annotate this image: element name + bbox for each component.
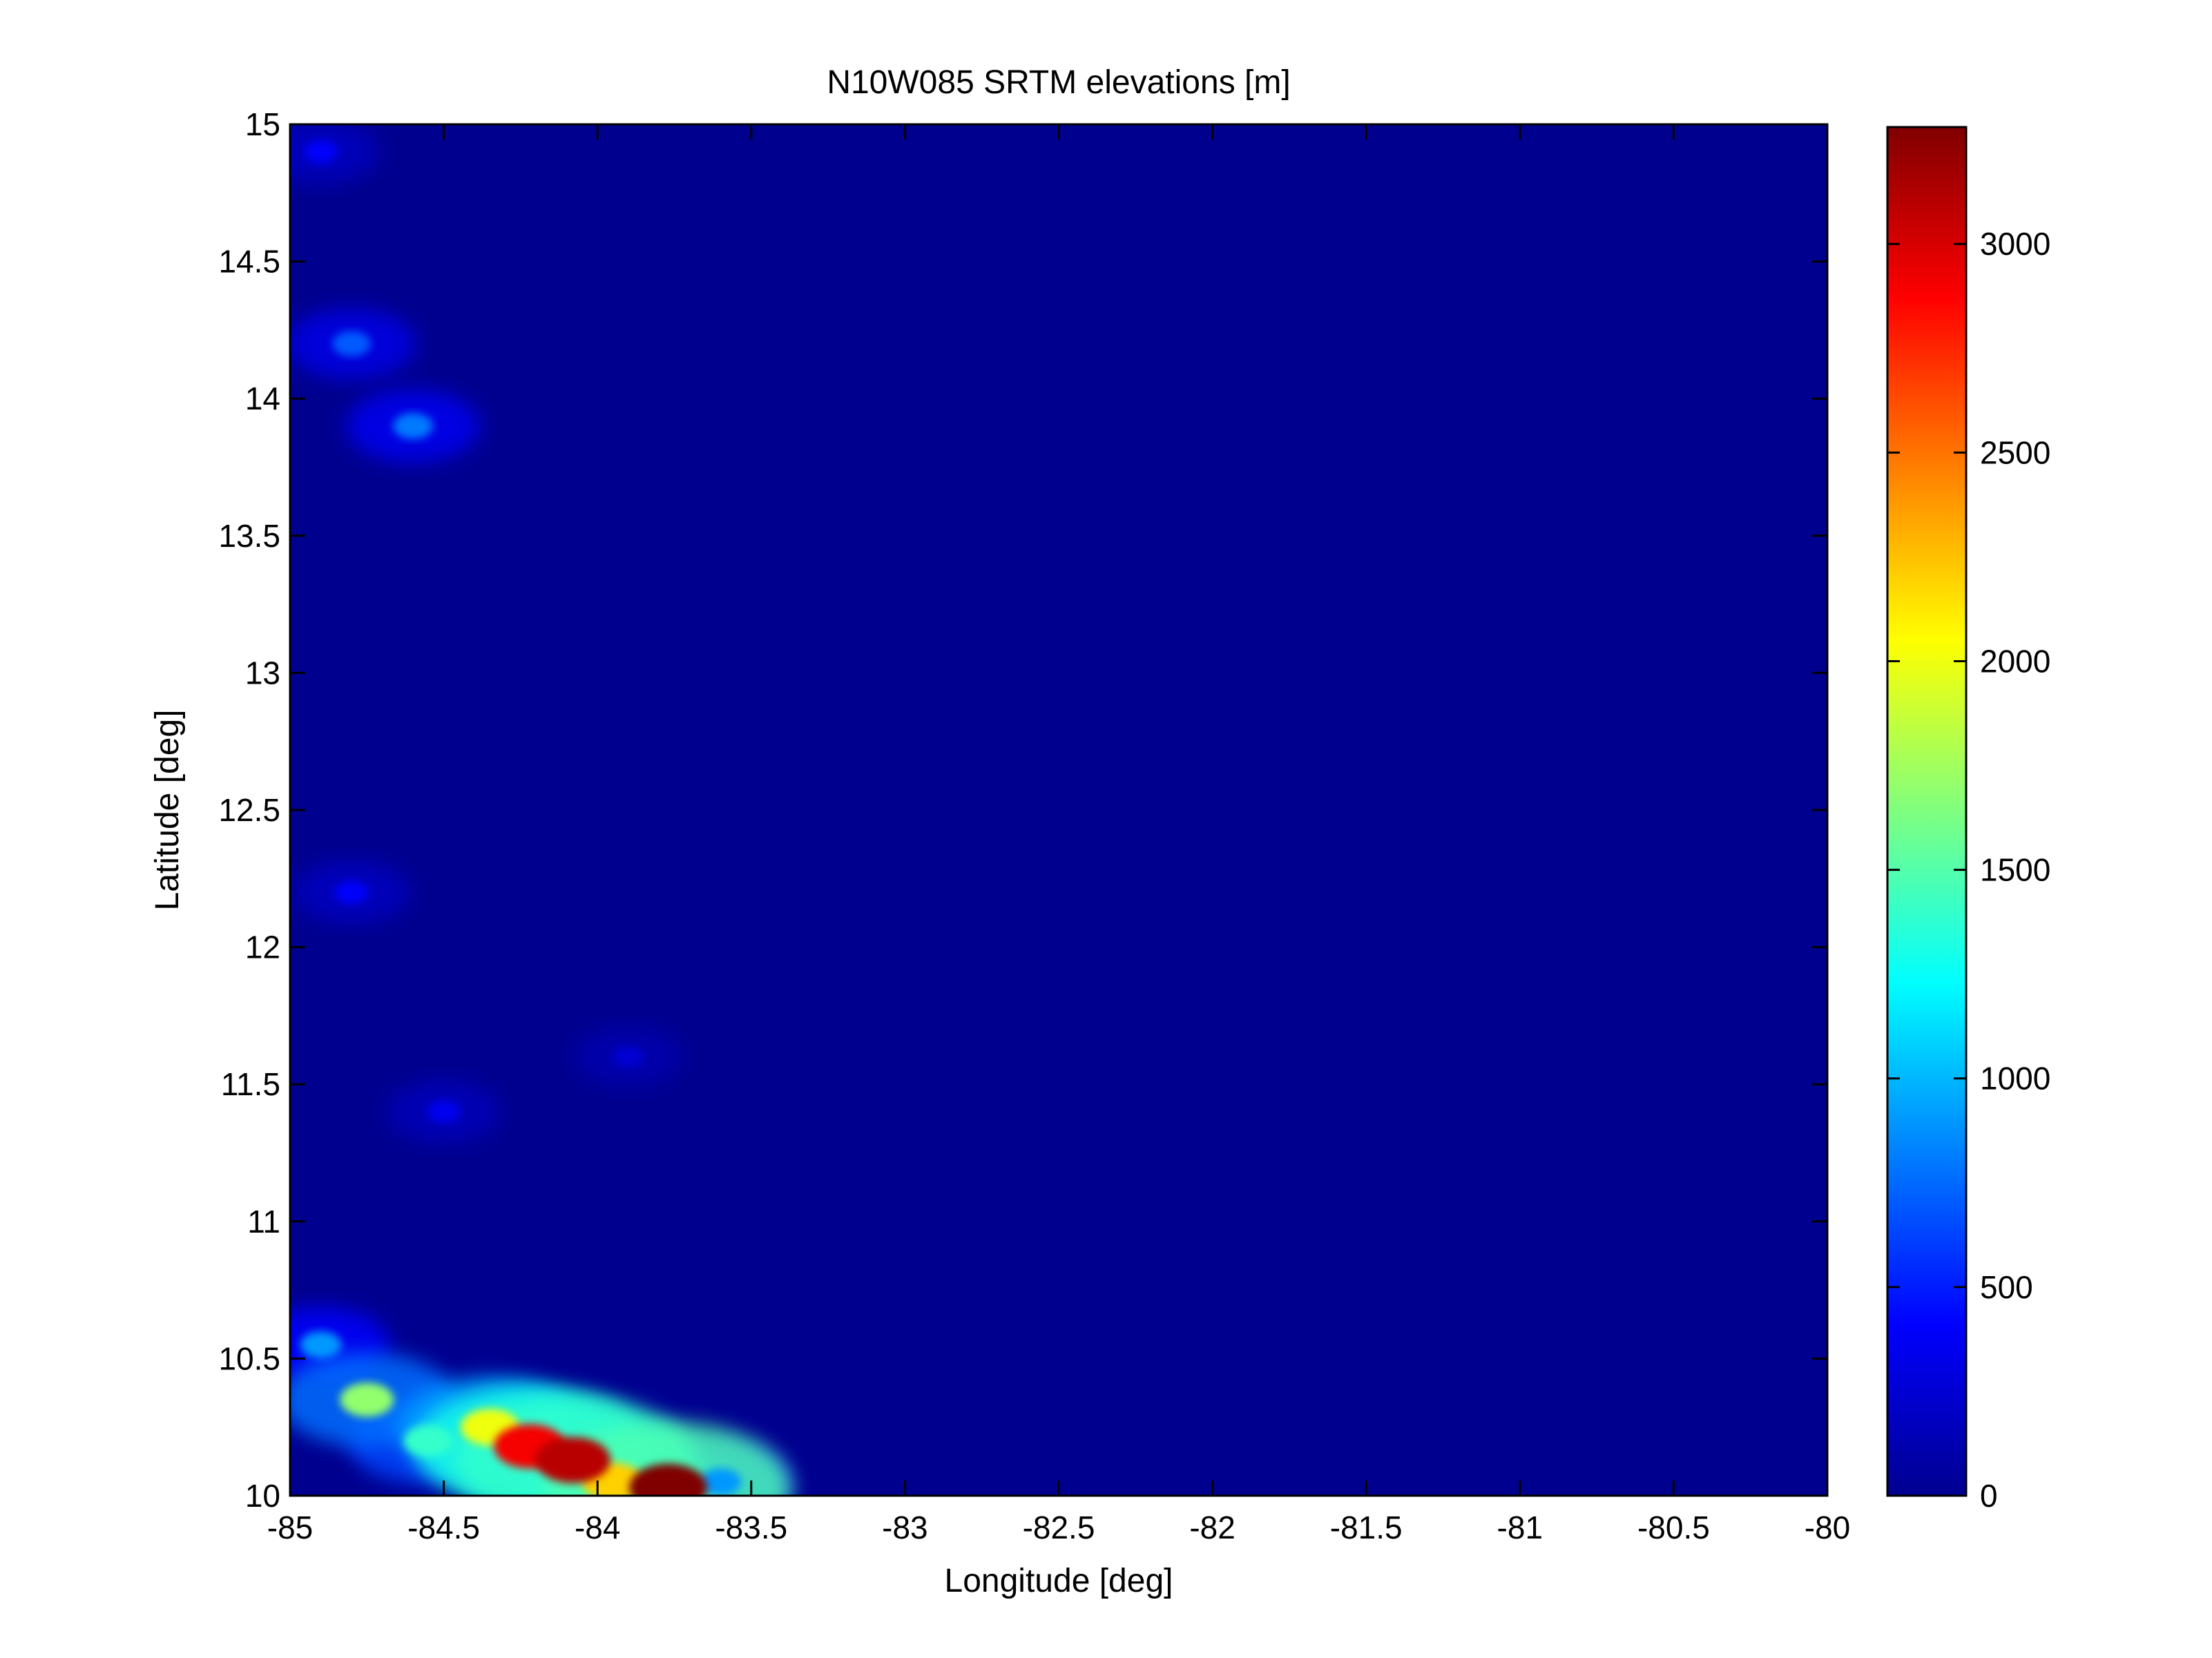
terrain-peak: [393, 412, 433, 439]
terrain-peak: [332, 331, 371, 357]
y-tick-label: 14.5: [218, 244, 280, 280]
x-tick-label: -84: [575, 1510, 620, 1545]
colorbar-tick-label: 2000: [1980, 643, 2050, 679]
x-axis: -85 -84.5 -84 -83.5 -83 -82.5 -82 -81.5 -81 -80.5…: [267, 124, 1850, 1545]
y-tick-label: 11: [247, 1204, 280, 1240]
terrain-peak: [427, 1100, 461, 1124]
x-tick-label: -85: [267, 1510, 313, 1545]
y-axis-label: Latitude [deg]: [149, 710, 186, 911]
colorbar-tick-label: 1000: [1980, 1061, 2050, 1097]
x-tick-label: -83: [882, 1510, 927, 1545]
y-tick-label: 10: [245, 1478, 280, 1514]
terrain-peak: [535, 1436, 611, 1483]
x-tick-label: -80: [1805, 1510, 1850, 1545]
x-tick-label: -82.5: [1023, 1510, 1095, 1545]
y-tick-label: 12.5: [218, 792, 280, 828]
colorbar-gradient: [1886, 126, 1968, 1497]
y-tick-label: 14: [245, 380, 280, 416]
terrain-peak: [612, 1045, 644, 1068]
x-tick-label: -81: [1497, 1510, 1543, 1545]
x-tick-label: -81.5: [1330, 1510, 1403, 1545]
colorbar-tick-label: 2500: [1980, 434, 2050, 470]
colorbar-tick-label: 1500: [1980, 852, 2050, 888]
x-tick-label: -80.5: [1637, 1510, 1710, 1545]
y-tick-label: 12: [245, 929, 280, 965]
terrain-peak: [300, 1331, 342, 1359]
colorbar-ticks: 0 500 1000 1500 2000 2500 3000: [1887, 226, 2050, 1514]
heatmap-background: [290, 124, 1827, 1496]
terrain-peak: [304, 140, 338, 164]
terrain-peak: [334, 880, 369, 904]
terrain-peak: [340, 1382, 394, 1417]
plot-area: [289, 123, 1829, 1497]
y-tick-label: 10.5: [218, 1340, 280, 1376]
y-tick-label: 13.5: [218, 518, 280, 554]
x-tick-label: -84.5: [407, 1510, 480, 1545]
terrain-peak: [403, 1425, 453, 1457]
chart-title: N10W085 SRTM elevations [m]: [827, 64, 1290, 101]
y-tick-label: 13: [245, 655, 280, 691]
colorbar-tick-label: 500: [1980, 1269, 2033, 1305]
x-axis-label: Longitude [deg]: [945, 1563, 1173, 1599]
terrain-layer: [290, 124, 792, 1496]
y-tick-label: 15: [245, 106, 280, 142]
x-tick-label: -83.5: [715, 1510, 787, 1545]
colorbar-tick-label: 0: [1980, 1478, 1998, 1514]
y-axis: 10 10.5 11 11.5 12 12.5 13 13.5 14 14.5 15: [218, 106, 1827, 1514]
terrain-peak: [700, 1468, 742, 1496]
colorbar-tick-label: 3000: [1980, 226, 2050, 262]
terrain-peak: [629, 1463, 708, 1496]
y-tick-label: 11.5: [221, 1066, 280, 1102]
x-tick-label: -82: [1189, 1510, 1235, 1545]
colorbar: 0 500 1000 1500 2000 2500 3000: [1886, 126, 2050, 1514]
